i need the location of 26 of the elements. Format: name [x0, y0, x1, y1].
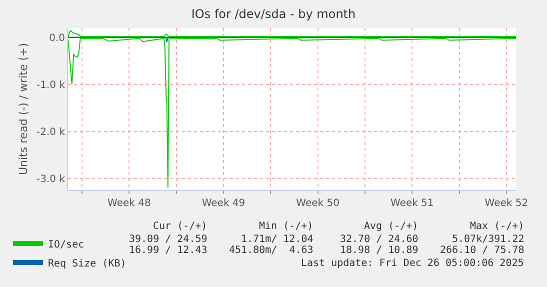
text: Last update: Fri Dec 26 05:00:06 2025: [301, 258, 524, 269]
y-tick-label: -2.0 k: [36, 126, 66, 138]
legend-label: Req Size (KB): [48, 258, 126, 270]
chart-title: IOs for /dev/sda - by month: [191, 7, 356, 22]
text: 451.80m/ 4.63: [229, 245, 314, 256]
text: Avg (-/+): [364, 221, 418, 232]
text: 5.07k/391.22: [452, 234, 524, 245]
text: 266.10 / 75.78: [440, 245, 524, 256]
text: 18.98 / 10.89: [340, 245, 418, 256]
legend-label: IO/sec: [48, 239, 84, 250]
text: Cur (-/+): [153, 221, 208, 232]
x-tick-label: Week 50: [296, 198, 340, 209]
y-tick-label: -3.0 k: [36, 174, 66, 185]
x-tick-label: Week 49: [202, 198, 246, 209]
text: Max (-/+): [470, 221, 524, 232]
x-tick-label: Week 48: [108, 198, 151, 209]
y-tick-label: 0.0: [49, 32, 65, 44]
text: Min (-/+): [259, 221, 314, 232]
y-axis-title: Units read (-) / write (+): [17, 42, 30, 176]
text: 39.09 / 24.59: [129, 234, 208, 245]
x-tick-label: Week 52: [484, 198, 528, 209]
text: 1.71m/ 12.04: [241, 234, 314, 245]
text: 32.70 / 24.60: [340, 234, 418, 245]
y-tick-label: -1.0 k: [36, 80, 66, 91]
x-tick-label: Week 51: [390, 198, 434, 209]
text: 16.99 / 12.43: [129, 245, 208, 256]
